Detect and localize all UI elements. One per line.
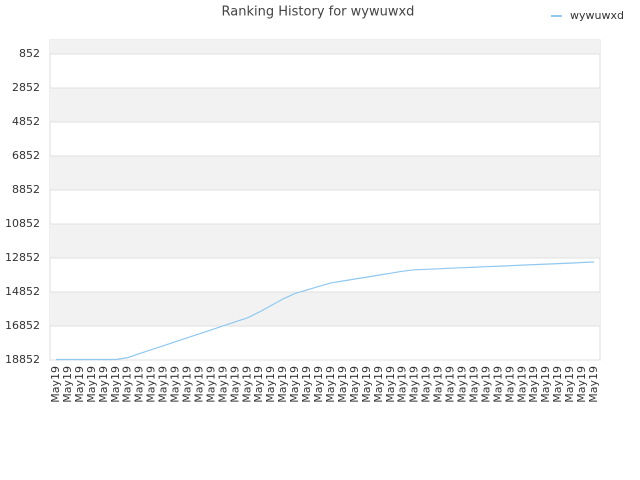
x-tick-label: May19	[312, 366, 325, 403]
x-tick-label: May19	[467, 366, 480, 403]
x-tick-label: May19	[240, 366, 253, 403]
x-tick-label: May19	[204, 366, 217, 403]
x-tick-label: May19	[169, 366, 182, 403]
line	[55, 261, 595, 361]
x-tick-label: May19	[192, 366, 205, 403]
y-tick-label: 852	[19, 47, 40, 60]
x-tick-label: May19	[587, 366, 600, 403]
x-tick-label: May19	[252, 366, 265, 403]
y-tick-label: 4852	[12, 115, 40, 128]
x-tick-label: May19	[97, 366, 110, 403]
x-tick-label: May19	[360, 366, 373, 403]
x-tick-label: May19	[563, 366, 576, 403]
x-tick-label: May19	[336, 366, 349, 403]
x-tick-label: May19	[444, 366, 457, 403]
y-tick-label: 18852	[5, 353, 40, 366]
x-tick-label: May19	[300, 366, 313, 403]
legend-label: wywuwxd	[570, 9, 624, 22]
y-tick-label: 8852	[12, 183, 40, 196]
x-tick-label: May19	[384, 366, 397, 403]
grid-band	[50, 156, 600, 191]
grid-band	[50, 292, 600, 327]
x-tick-label: May19	[133, 366, 146, 403]
x-tick-label: May19	[288, 366, 301, 403]
y-tick-label: 12852	[5, 251, 40, 264]
chart-title: Ranking History for wywuwxd	[222, 5, 415, 20]
x-tick-label: May19	[420, 366, 433, 403]
x-tick-label: May19	[216, 366, 229, 403]
x-tick-label: May19	[575, 366, 588, 403]
x-tick-label: May19	[372, 366, 385, 403]
x-tick-label: May19	[348, 366, 361, 403]
x-tick-label: May19	[324, 366, 337, 403]
x-tick-label: May19	[264, 366, 277, 403]
x-tick-label: May19	[479, 366, 492, 403]
x-tick-label: May19	[181, 366, 194, 403]
x-tick-label: May19	[539, 366, 552, 403]
grid-band	[50, 88, 600, 123]
y-tick-label: 10852	[5, 217, 40, 230]
y-tick-label: 2852	[12, 81, 40, 94]
x-tick-label: May19	[432, 366, 445, 403]
x-tick-label: May19	[121, 366, 134, 403]
x-tick-label: May19	[228, 366, 241, 403]
x-tick-label: May19	[73, 366, 86, 403]
x-tick-label: May19	[49, 366, 62, 403]
grid-band	[50, 40, 600, 55]
x-tick-label: May19	[456, 366, 469, 403]
x-tick-label: May19	[396, 366, 409, 403]
x-tick-label: May19	[503, 366, 516, 403]
x-tick-label: May19	[276, 366, 289, 403]
x-tick-label: May19	[85, 366, 98, 403]
x-tick-label: May19	[551, 366, 564, 403]
x-tick-label: May19	[61, 366, 74, 403]
x-tick-label: May19	[527, 366, 540, 403]
x-tick-label: May19	[491, 366, 504, 403]
x-tick-label: May19	[145, 366, 158, 403]
x-tick-label: May19	[515, 366, 528, 403]
y-tick-label: 14852	[5, 285, 40, 298]
x-tick-label: May19	[408, 366, 421, 403]
grid-band	[50, 224, 600, 259]
y-tick-label: 16852	[5, 319, 40, 332]
x-tick-label: May19	[109, 366, 122, 403]
y-tick-label: 6852	[12, 149, 40, 162]
x-tick-label: May19	[157, 366, 170, 403]
